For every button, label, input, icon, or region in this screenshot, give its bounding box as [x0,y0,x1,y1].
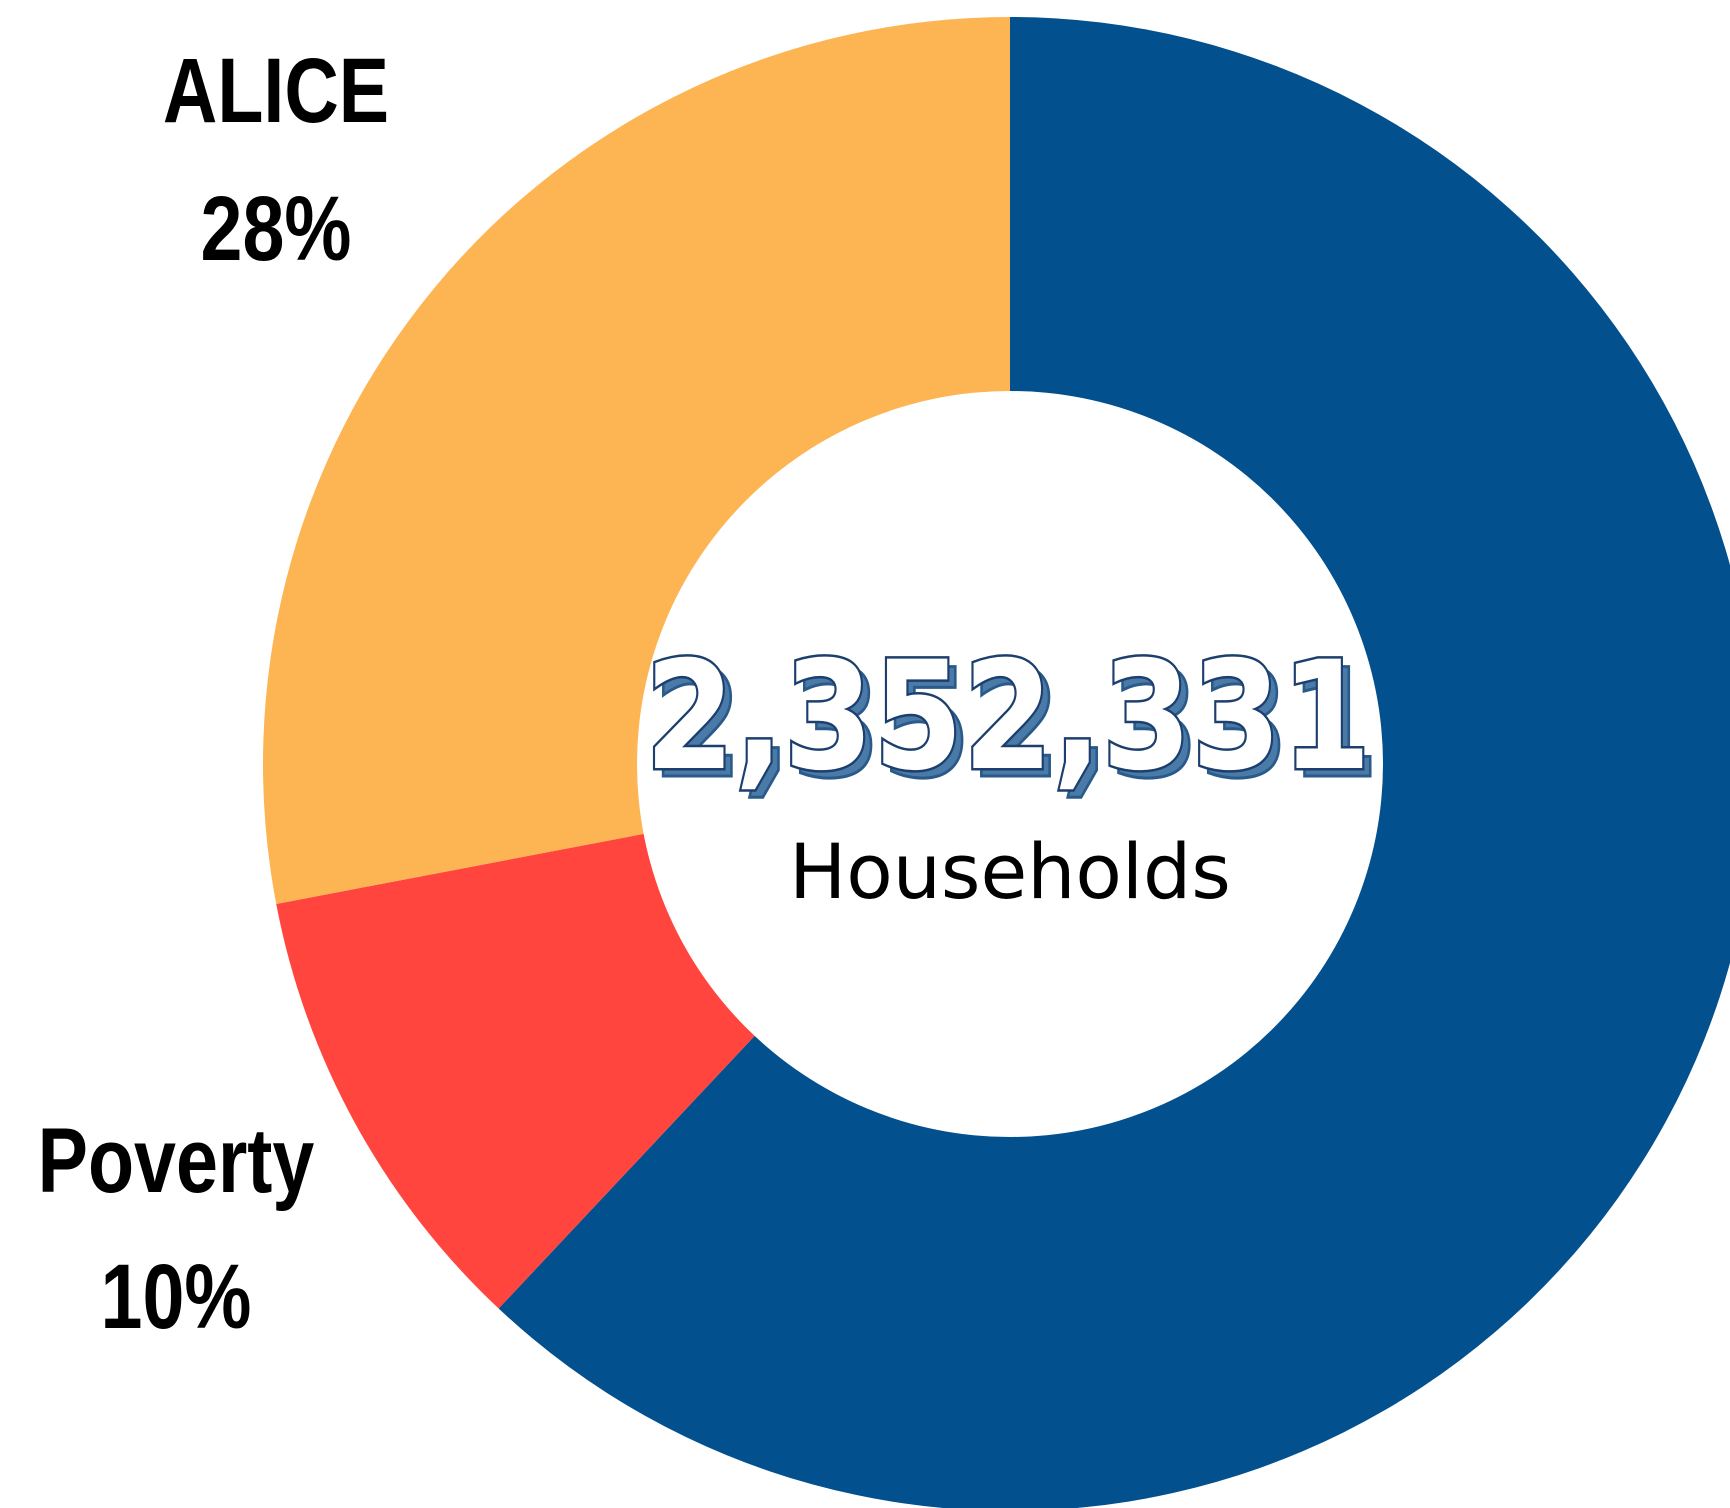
total-households-value: 2,352,331 [645,629,1371,804]
poverty-percent: 10% [101,1245,252,1348]
total-households-value-shadow: 2,352,331 [653,637,1379,812]
alice-percent: 28% [201,177,352,280]
total-households-unit: Households [789,827,1231,916]
poverty-label: Poverty [38,1109,315,1212]
donut-hole [637,391,1383,1137]
alice-label: ALICE [163,39,389,142]
